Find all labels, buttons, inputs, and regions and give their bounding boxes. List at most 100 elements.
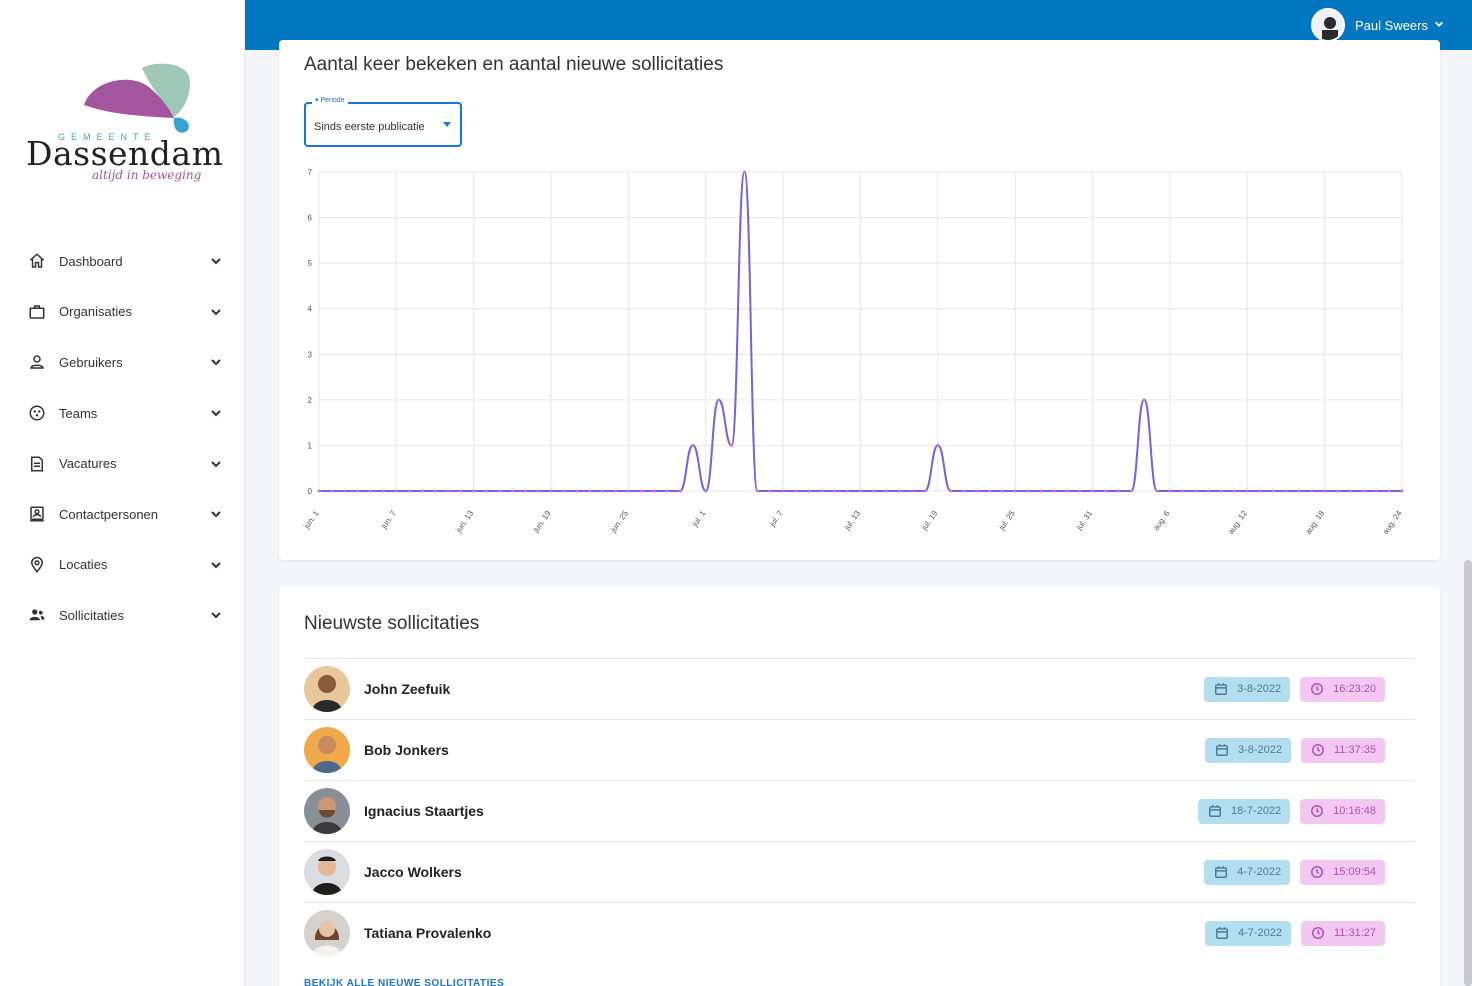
time-text: 15:09:54 xyxy=(1333,866,1376,878)
applications-card-title: Nieuwste sollicitaties xyxy=(304,613,480,634)
time-badge: 11:31:27 xyxy=(1300,920,1385,946)
data-point xyxy=(962,489,966,493)
x-tick-label: aug. 24 xyxy=(1381,509,1404,536)
sidebar-item-label: Locaties xyxy=(59,557,108,573)
sidebar-item-locaties[interactable]: Locaties xyxy=(0,540,245,591)
newest-applications-card: Nieuwste sollicitaties John Zeefuik 3-8-… xyxy=(279,586,1440,986)
y-tick-label: 1 xyxy=(308,441,313,450)
date-badge: 4-7-2022 xyxy=(1204,920,1291,946)
calendar-icon xyxy=(1213,681,1229,697)
sidebar-item-contactpersonen[interactable]: Contactpersonen xyxy=(0,489,245,540)
data-point xyxy=(717,398,721,402)
data-point xyxy=(781,489,785,493)
data-point xyxy=(794,489,798,493)
calendar-icon xyxy=(1214,925,1230,941)
list-item[interactable]: Bob Jonkers 3-8-2022 11:37:35 xyxy=(304,719,1415,780)
applicant-name: Jacco Wolkers xyxy=(364,864,462,880)
time-text: 11:31:27 xyxy=(1333,927,1376,939)
x-tick-label: jul. 19 xyxy=(919,509,940,533)
list-item[interactable]: Tatiana Provalenko 4-7-2022 11:31:27 xyxy=(304,902,1415,963)
data-point xyxy=(820,489,824,493)
logo-tagline: altijd in beweging xyxy=(92,168,202,182)
person-icon xyxy=(27,352,47,372)
period-select-legend: ▾ Periode xyxy=(312,96,348,104)
data-point xyxy=(485,489,489,493)
data-point xyxy=(859,489,862,493)
sidebar-item-gebruikers[interactable]: Gebruikers xyxy=(0,337,245,388)
dassendam-logo[interactable]: GEMEENTE Dassendam altijd in beweging xyxy=(22,60,227,200)
data-point xyxy=(807,489,811,493)
data-point xyxy=(1258,489,1262,493)
y-tick-label: 4 xyxy=(308,305,313,314)
data-point xyxy=(1168,489,1172,493)
data-point xyxy=(1323,489,1327,493)
views-applications-card: Aantal keer bekeken en aantal nieuwe sol… xyxy=(279,40,1440,560)
sidebar-item-sollicitaties[interactable]: Sollicitaties xyxy=(0,590,245,641)
data-point xyxy=(1065,489,1069,493)
date-text: 3-8-2022 xyxy=(1237,683,1282,695)
chart-card-title: Aantal keer bekeken en aantal nieuwe sol… xyxy=(304,54,724,75)
date-text: 18-7-2022 xyxy=(1231,805,1282,817)
sidebar-item-dashboard[interactable]: Dashboard xyxy=(0,236,245,287)
data-point xyxy=(665,489,669,493)
data-point xyxy=(1361,489,1365,493)
date-text: 4-7-2022 xyxy=(1237,866,1282,878)
sidebar-nav: Dashboard Organisaties Gebruikers Teams xyxy=(0,236,245,641)
data-point xyxy=(1194,489,1198,493)
data-point xyxy=(1142,398,1146,402)
data-point xyxy=(1207,489,1211,493)
user-avatar xyxy=(1311,8,1346,42)
data-point xyxy=(975,489,979,493)
caret-down-icon xyxy=(443,122,451,127)
y-tick-label: 2 xyxy=(308,396,313,405)
avatar xyxy=(304,666,350,712)
data-point xyxy=(846,489,850,493)
date-text: 4-7-2022 xyxy=(1237,927,1282,939)
calendar-icon xyxy=(1213,864,1229,880)
avatar xyxy=(304,910,350,956)
period-select-value: Sinds eerste publicatie xyxy=(314,121,425,133)
data-point xyxy=(626,489,630,493)
data-point xyxy=(678,489,682,493)
time-badge: 15:09:54 xyxy=(1300,859,1385,885)
y-tick-label: 7 xyxy=(308,168,313,177)
period-select[interactable]: ▾ Periode Sinds eerste publicatie xyxy=(304,96,462,147)
y-tick-label: 3 xyxy=(308,350,313,359)
data-point xyxy=(987,489,991,493)
sidebar-item-vacatures[interactable]: Vacatures xyxy=(0,438,245,489)
avatar xyxy=(304,849,350,895)
sidebar-item-label: Dashboard xyxy=(59,253,123,269)
document-icon xyxy=(27,454,47,474)
data-point xyxy=(575,489,579,493)
list-item[interactable]: Jacco Wolkers 4-7-2022 15:09:54 xyxy=(304,841,1415,902)
date-badge: 4-7-2022 xyxy=(1204,859,1291,885)
data-point xyxy=(1400,489,1404,493)
sidebar-item-teams[interactable]: Teams xyxy=(0,388,245,439)
chevron-down-icon xyxy=(209,254,223,268)
data-point xyxy=(768,489,772,493)
data-point xyxy=(330,489,334,493)
view-all-applications-link[interactable]: BEKIJK ALLE NIEUWE SOLLICITATIES xyxy=(304,978,505,986)
data-point xyxy=(652,489,656,493)
data-point xyxy=(1013,489,1017,493)
page-scrollbar[interactable] xyxy=(1464,560,1472,986)
data-point xyxy=(433,489,437,493)
sidebar-item-organisaties[interactable]: Organisaties xyxy=(0,287,245,338)
calendar-icon xyxy=(1214,742,1230,758)
applications-list: John Zeefuik 3-8-2022 16:23:20 Bob Jonke… xyxy=(304,658,1415,963)
time-badge: 16:23:20 xyxy=(1300,676,1385,702)
data-point xyxy=(897,489,901,493)
sidebar-item-label: Contactpersonen xyxy=(59,506,159,522)
list-item[interactable]: Ignacius Staartjes 18-7-2022 10:16:48 xyxy=(304,780,1415,841)
x-tick-label: jul. 31 xyxy=(1074,509,1095,533)
sidebar: GEMEENTE Dassendam altijd in beweging Da… xyxy=(0,0,245,986)
data-point xyxy=(498,489,501,493)
sidebar-item-label: Sollicitaties xyxy=(59,607,125,623)
data-point xyxy=(343,489,347,493)
list-item[interactable]: John Zeefuik 3-8-2022 16:23:20 xyxy=(304,658,1415,719)
x-tick-label: aug. 12 xyxy=(1226,509,1249,536)
data-point xyxy=(549,489,553,493)
user-menu[interactable]: Paul Sweers xyxy=(1311,8,1444,42)
chevron-down-icon xyxy=(1434,16,1444,34)
